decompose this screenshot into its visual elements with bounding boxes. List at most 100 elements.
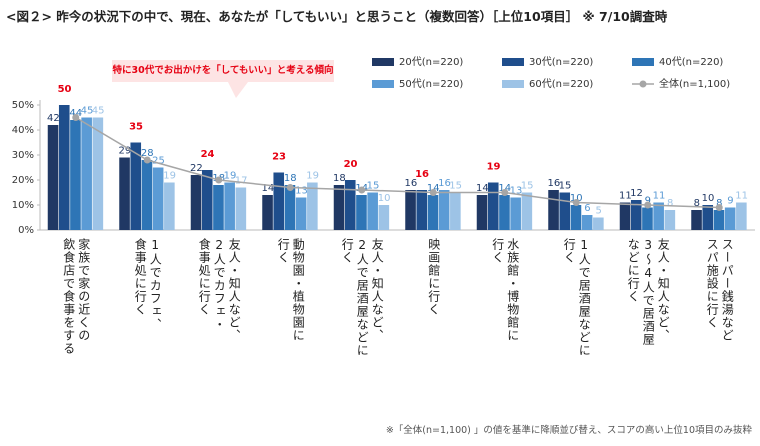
value-label: 35	[129, 122, 143, 133]
y-tick-label: 0%	[18, 225, 34, 236]
bar	[548, 190, 559, 230]
value-label: 14	[498, 183, 511, 194]
value-label: 15	[449, 181, 462, 192]
bar	[81, 117, 92, 230]
y-tick-label: 50%	[12, 100, 34, 111]
value-label: 11	[653, 191, 666, 202]
line-marker	[358, 186, 366, 194]
x-tick-label: 動物園・植物園に 行く	[276, 238, 306, 342]
legend-swatch	[372, 80, 394, 88]
value-label: 15	[559, 181, 572, 192]
value-label: 16	[547, 178, 560, 189]
value-label: 19	[306, 171, 319, 182]
bar	[201, 170, 213, 230]
bar	[619, 202, 631, 230]
bar	[521, 192, 533, 230]
bar	[438, 190, 450, 230]
value-label: 16	[404, 178, 417, 189]
legend-swatch	[632, 58, 654, 66]
y-tick-label: 30%	[12, 150, 34, 161]
value-label: 14	[261, 183, 274, 194]
bar	[47, 125, 59, 230]
bar	[213, 185, 224, 230]
bar	[378, 205, 390, 230]
legend-marker	[639, 80, 647, 88]
y-tick-label: 10%	[12, 200, 34, 211]
bar	[141, 160, 153, 230]
bar	[653, 202, 664, 230]
value-label: 50	[58, 84, 72, 95]
bar	[92, 117, 104, 230]
x-tick-label: 1人で居酒屋などに 行く	[562, 238, 592, 357]
legend-label: 全体(n=1,100)	[659, 77, 730, 90]
bar	[235, 187, 247, 230]
value-label: 25	[152, 156, 165, 167]
value-label: 17	[235, 176, 248, 187]
legend-label: 40代(n=220)	[659, 56, 723, 68]
value-label: 10	[702, 193, 715, 204]
value-label: 5	[595, 206, 601, 217]
y-tick-label: 40%	[12, 125, 34, 136]
line	[75, 116, 720, 209]
legend-label: 20代(n=220)	[399, 56, 463, 68]
x-tick-label: 映画館に行く	[426, 238, 441, 316]
bar	[713, 210, 725, 230]
x-tick-label: スーパー銭湯など スパ施設に行く	[705, 238, 735, 342]
bar	[450, 192, 461, 230]
legend-label: 60代(n=220)	[529, 78, 593, 90]
bar	[295, 197, 307, 230]
value-label: 15	[521, 181, 534, 192]
value-label: 44	[69, 108, 82, 119]
x-tick-label: 家族で家の近くの 飲食店で食事をする	[61, 238, 91, 355]
value-label: 16	[415, 169, 429, 180]
value-label: 45	[81, 106, 94, 117]
value-label: 24	[201, 149, 215, 160]
value-label: 14	[427, 183, 440, 194]
value-label: 12	[630, 188, 643, 199]
value-label: 15	[367, 181, 380, 192]
bar	[581, 215, 593, 230]
bar	[152, 167, 164, 230]
bar	[190, 175, 202, 230]
bar	[307, 182, 318, 230]
line-marker	[715, 204, 723, 211]
value-label: 45	[92, 106, 105, 117]
value-label: 19	[224, 171, 237, 182]
value-label: 19	[163, 171, 176, 182]
bar	[593, 217, 604, 230]
value-label: 11	[735, 191, 748, 202]
bar	[70, 120, 81, 230]
bar	[273, 172, 285, 230]
bar	[691, 210, 702, 230]
bar	[664, 210, 676, 230]
line-marker	[215, 176, 223, 184]
bar	[499, 195, 510, 230]
bar	[702, 205, 714, 230]
value-label: 9	[727, 196, 733, 207]
bar	[367, 192, 378, 230]
bar	[510, 197, 521, 230]
bar	[405, 190, 416, 230]
legend-swatch	[502, 58, 524, 66]
value-label: 10	[570, 193, 583, 204]
bar	[416, 190, 428, 230]
bar	[630, 200, 642, 230]
bar	[427, 195, 439, 230]
value-label: 19	[487, 162, 501, 173]
value-label: 8	[694, 198, 700, 209]
bar	[58, 105, 70, 230]
value-label: 23	[272, 152, 286, 163]
line-marker	[572, 199, 580, 206]
value-label: 8	[716, 198, 722, 209]
bar	[476, 195, 488, 230]
value-label: 8	[667, 198, 673, 209]
footnote: ※「全体(n=1,100) 」の値を基準に降順並び替え、スコアの高い上位10項目…	[385, 425, 752, 436]
bar	[356, 195, 367, 230]
line-marker	[143, 156, 151, 164]
legend-label: 30代(n=220)	[529, 56, 593, 68]
bar	[642, 207, 653, 230]
bar	[736, 202, 747, 230]
x-tick-label: 友人・知人など、 3～4人で居酒屋 などに行く	[626, 238, 671, 346]
